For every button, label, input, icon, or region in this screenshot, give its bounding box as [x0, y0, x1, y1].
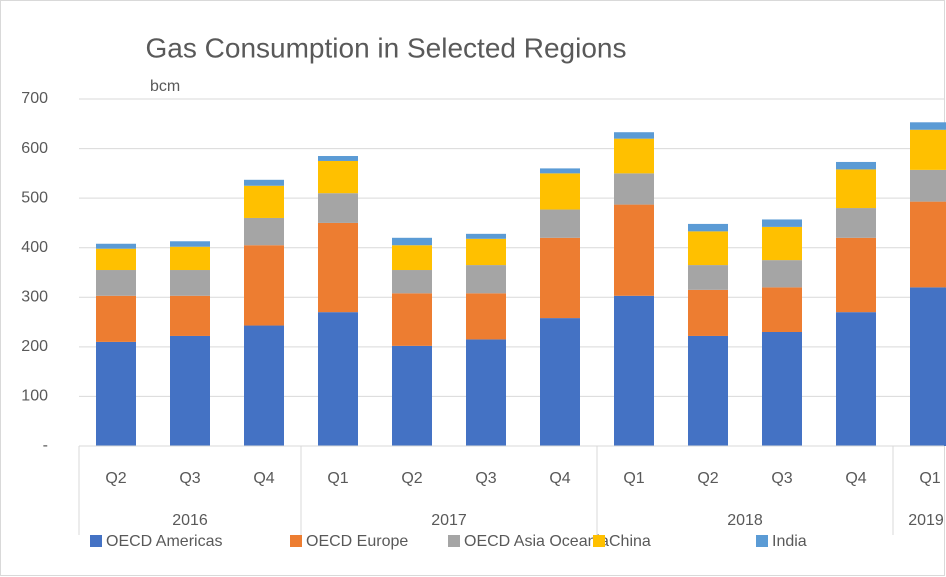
- bar-segment: [466, 293, 506, 340]
- y-tick-label: 200: [21, 338, 48, 355]
- bar-segment: [466, 238, 506, 266]
- bar-segment: [170, 246, 210, 271]
- legend-label: China: [609, 533, 651, 550]
- bar-segment: [318, 160, 358, 194]
- bar-segment: [540, 318, 580, 446]
- bar-segment: [540, 209, 580, 238]
- legend-label: OECD Asia Oceania: [464, 533, 609, 550]
- bar-segment: [762, 260, 802, 288]
- bar-segment: [96, 248, 136, 271]
- bar-segment: [614, 204, 654, 296]
- y-tick-label: 300: [21, 289, 48, 306]
- y-tick-label: -: [43, 437, 48, 454]
- bar-segment: [614, 173, 654, 205]
- x-tick-label: Q3: [475, 470, 496, 487]
- bar-segment: [762, 219, 802, 227]
- x-tick-label: Q4: [845, 470, 866, 487]
- bar-segment: [910, 201, 946, 288]
- bar-segment: [244, 217, 284, 246]
- bar-segment: [614, 295, 654, 446]
- x-tick-label: Q2: [401, 470, 422, 487]
- bar-segment: [96, 243, 136, 249]
- y-tick-label: 100: [21, 388, 48, 405]
- bar-segment: [318, 222, 358, 313]
- legend-swatch: [448, 535, 460, 547]
- legend-swatch: [593, 535, 605, 547]
- bar-segment: [910, 129, 946, 170]
- y-tick-label: 400: [21, 239, 48, 256]
- bar-segment: [392, 270, 432, 294]
- bar-segment: [392, 237, 432, 246]
- bar-segment: [170, 270, 210, 296]
- bar-segment: [836, 312, 876, 446]
- x-tick-label: Q4: [253, 470, 274, 487]
- bar-segment: [540, 173, 580, 210]
- bar-segment: [688, 223, 728, 232]
- y-tick-label: 700: [21, 90, 48, 107]
- x-tick-label: Q1: [919, 470, 940, 487]
- bar-segment: [836, 237, 876, 313]
- bar-segment: [244, 185, 284, 218]
- bar-segment: [688, 265, 728, 290]
- bar-segment: [170, 241, 210, 247]
- bar-segment: [170, 335, 210, 446]
- legend-label: OECD Europe: [306, 533, 408, 550]
- year-label: 2019: [908, 512, 944, 529]
- x-tick-label: Q3: [771, 470, 792, 487]
- x-tick-label: Q3: [179, 470, 200, 487]
- bar-segment: [466, 265, 506, 294]
- chart-title: Gas Consumption in Selected Regions: [146, 32, 627, 63]
- bar-segment: [244, 179, 284, 186]
- legend-swatch: [756, 535, 768, 547]
- bar-segment: [318, 193, 358, 223]
- legend-label: India: [772, 533, 807, 550]
- x-tick-label: Q1: [327, 470, 348, 487]
- x-tick-label: Q1: [623, 470, 644, 487]
- bar-segment: [910, 287, 946, 446]
- x-tick-label: Q4: [549, 470, 570, 487]
- y-tick-label: 500: [21, 189, 48, 206]
- bar-segment: [688, 231, 728, 266]
- bar-segment: [244, 325, 284, 446]
- bar-segment: [836, 208, 876, 238]
- bar-segment: [762, 287, 802, 332]
- legend-swatch: [290, 535, 302, 547]
- bar-segment: [170, 295, 210, 336]
- bar-segment: [466, 339, 506, 446]
- bar-segment: [688, 335, 728, 446]
- bar-segment: [688, 289, 728, 336]
- bar-segment: [318, 156, 358, 161]
- x-tick-label: Q2: [105, 470, 126, 487]
- year-label: 2017: [431, 512, 467, 529]
- bar-segment: [836, 169, 876, 209]
- bar-segment: [614, 132, 654, 139]
- bar-segment: [910, 122, 946, 130]
- legend-swatch: [90, 535, 102, 547]
- bar-segment: [392, 345, 432, 446]
- bar-segment: [540, 168, 580, 174]
- y-tick-label: 600: [21, 140, 48, 157]
- bar-segment: [910, 169, 946, 202]
- bar-segment: [836, 161, 876, 170]
- legend-label: OECD Americas: [106, 533, 222, 550]
- bar-segment: [540, 237, 580, 319]
- bar-segment: [466, 233, 506, 239]
- bar-segment: [96, 341, 136, 446]
- y-unit-label: bcm: [150, 78, 180, 95]
- bar-segment: [318, 312, 358, 446]
- bar-segment: [392, 293, 432, 346]
- bar-segment: [392, 245, 432, 271]
- bar-segment: [762, 331, 802, 446]
- bar-segment: [244, 245, 284, 326]
- bar-segment: [96, 270, 136, 296]
- x-tick-label: Q2: [697, 470, 718, 487]
- bar-segment: [762, 226, 802, 261]
- bar-segment: [96, 295, 136, 342]
- bar-segment: [614, 138, 654, 174]
- year-label: 2018: [727, 512, 763, 529]
- year-label: 2016: [172, 512, 208, 529]
